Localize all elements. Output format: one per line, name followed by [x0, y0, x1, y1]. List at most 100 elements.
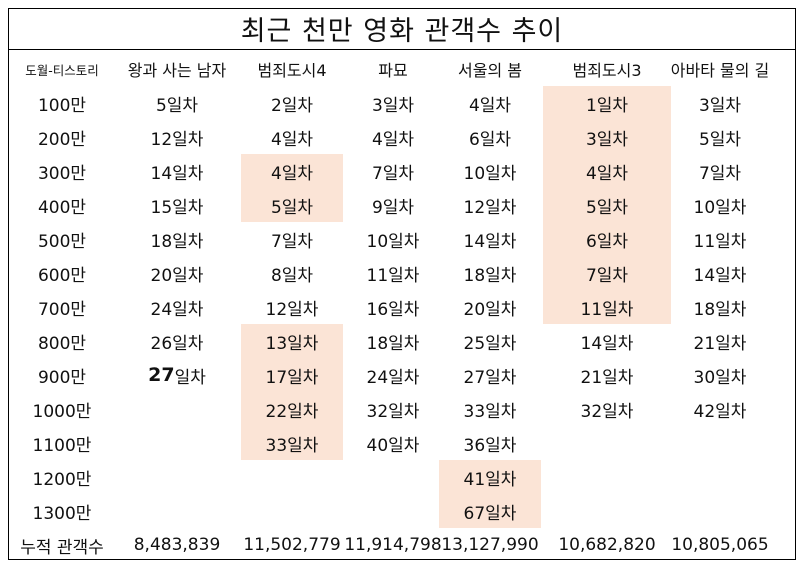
data-cell: 14일차 [580, 333, 634, 354]
total-value: 11,914,798 [344, 535, 442, 555]
data-cell: 14일차 [463, 231, 517, 252]
data-cell: 33일차 [265, 435, 319, 456]
data-cell: 3일차 [371, 95, 415, 116]
data-cell: 21일차 [580, 367, 634, 388]
total-value: 11,502,779 [243, 535, 341, 555]
data-cell: 4일차 [371, 129, 415, 150]
row-label: 200만 [37, 129, 87, 150]
row-label: 800만 [37, 333, 87, 354]
row-label: 1000만 [32, 401, 92, 422]
row-label: 1300만 [32, 503, 92, 524]
data-cell: 32일차 [366, 401, 420, 422]
data-cell: 22일차 [265, 401, 319, 422]
credit-label: 도월-티스토리 [25, 62, 99, 78]
highlight-band [543, 86, 671, 324]
row-label: 1100만 [32, 435, 92, 456]
data-cell: 32일차 [580, 401, 634, 422]
row-label: 400만 [37, 197, 87, 218]
data-cell: 14일차 [693, 265, 747, 286]
bold-cell-number: 27 [148, 364, 175, 386]
column-header: 서울의 봄 [458, 61, 522, 80]
data-cell: 15일차 [150, 197, 204, 218]
data-cell: 10일차 [693, 197, 747, 218]
column-header: 왕과 사는 남자 [127, 61, 227, 80]
column-header: 범죄도시4 [257, 61, 327, 80]
data-cell: 20일차 [463, 299, 517, 320]
row-label: 700만 [37, 299, 87, 320]
total-value: 10,682,820 [558, 535, 656, 555]
data-cell: 12일차 [150, 129, 204, 150]
data-cell: 4일차 [270, 163, 314, 184]
column-header: 파묘 [378, 61, 408, 80]
total-value: 10,805,065 [671, 535, 769, 555]
column-header: 아바타 물의 길 [670, 61, 770, 80]
data-cell: 14일차 [150, 163, 204, 184]
total-value: 13,127,990 [441, 535, 539, 555]
chart-title: 최근 천만 영화 관객수 추이 [240, 16, 564, 47]
data-cell: 7일차 [371, 163, 415, 184]
data-cell: 7일차 [585, 265, 629, 286]
data-cell: 16일차 [366, 299, 420, 320]
total-label: 누적 관객수 [20, 537, 104, 558]
data-cell: 2일차 [270, 95, 314, 116]
data-cell: 18일차 [463, 265, 517, 286]
title-row: 최근 천만 영화 관객수 추이 [8, 8, 796, 50]
table-frame [8, 8, 796, 560]
data-cell: 4일차 [585, 163, 629, 184]
highlight-band [241, 324, 343, 460]
data-cell: 33일차 [463, 401, 517, 422]
column-header: 범죄도시3 [572, 61, 642, 80]
bold-cell-unit: 일차 [174, 367, 206, 388]
row-label: 1200만 [32, 469, 92, 490]
data-cell: 30일차 [693, 367, 747, 388]
data-cell: 10일차 [366, 231, 420, 252]
data-cell: 18일차 [150, 231, 204, 252]
data-cell: 67일차 [463, 503, 517, 524]
data-cell: 12일차 [463, 197, 517, 218]
data-cell: 4일차 [270, 129, 314, 150]
data-cell: 11일차 [693, 231, 747, 252]
data-cell: 6일차 [585, 231, 629, 252]
data-cell: 36일차 [463, 435, 517, 456]
data-cell: 1일차 [585, 95, 629, 116]
data-cell: 5일차 [155, 95, 199, 116]
data-cell: 24일차 [150, 299, 204, 320]
data-cell: 12일차 [265, 299, 319, 320]
data-cell: 18일차 [366, 333, 420, 354]
data-cell: 18일차 [693, 299, 747, 320]
data-cell: 10일차 [463, 163, 517, 184]
row-label: 100만 [37, 95, 87, 116]
data-cell: 25일차 [463, 333, 517, 354]
data-cell: 41일차 [463, 469, 517, 490]
data-cell: 21일차 [693, 333, 747, 354]
row-label: 900만 [37, 367, 87, 388]
data-cell: 8일차 [270, 265, 314, 286]
row-label: 600만 [37, 265, 87, 286]
data-cell-bold: 27 일차 [116, 358, 238, 392]
data-cell: 13일차 [265, 333, 319, 354]
data-cell: 7일차 [698, 163, 742, 184]
data-cell: 27일차 [463, 367, 517, 388]
data-cell: 40일차 [366, 435, 420, 456]
data-cell: 3일차 [698, 95, 742, 116]
data-cell: 5일차 [698, 129, 742, 150]
data-cell: 7일차 [270, 231, 314, 252]
data-cell: 4일차 [468, 95, 512, 116]
data-cell: 24일차 [366, 367, 420, 388]
row-label: 500만 [37, 231, 87, 252]
data-cell: 20일차 [150, 265, 204, 286]
data-cell: 26일차 [150, 333, 204, 354]
highlight-band [439, 460, 541, 528]
row-label: 300만 [37, 163, 87, 184]
total-value: 8,483,839 [133, 535, 221, 555]
highlight-band [241, 154, 343, 222]
data-cell: 17일차 [265, 367, 319, 388]
data-cell: 5일차 [270, 197, 314, 218]
data-cell: 3일차 [585, 129, 629, 150]
data-cell: 11일차 [366, 265, 420, 286]
data-cell: 5일차 [585, 197, 629, 218]
data-cell: 11일차 [580, 299, 634, 320]
data-cell: 6일차 [468, 129, 512, 150]
data-cell: 42일차 [693, 401, 747, 422]
data-cell: 9일차 [371, 197, 415, 218]
